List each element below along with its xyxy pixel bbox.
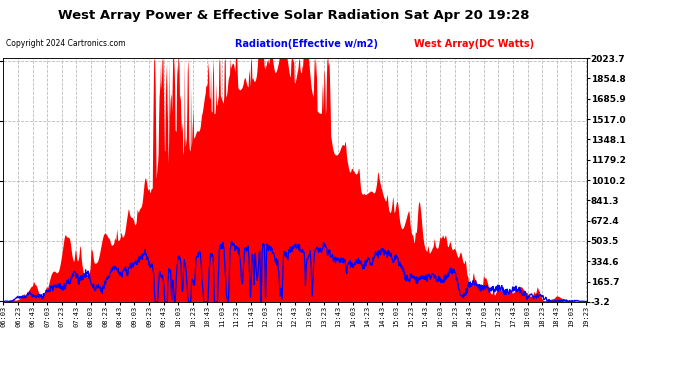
Text: Radiation(Effective w/m2): Radiation(Effective w/m2) <box>235 39 377 50</box>
Text: West Array Power & Effective Solar Radiation Sat Apr 20 19:28: West Array Power & Effective Solar Radia… <box>57 9 529 22</box>
Text: West Array(DC Watts): West Array(DC Watts) <box>414 39 534 50</box>
Text: Copyright 2024 Cartronics.com: Copyright 2024 Cartronics.com <box>6 39 125 48</box>
